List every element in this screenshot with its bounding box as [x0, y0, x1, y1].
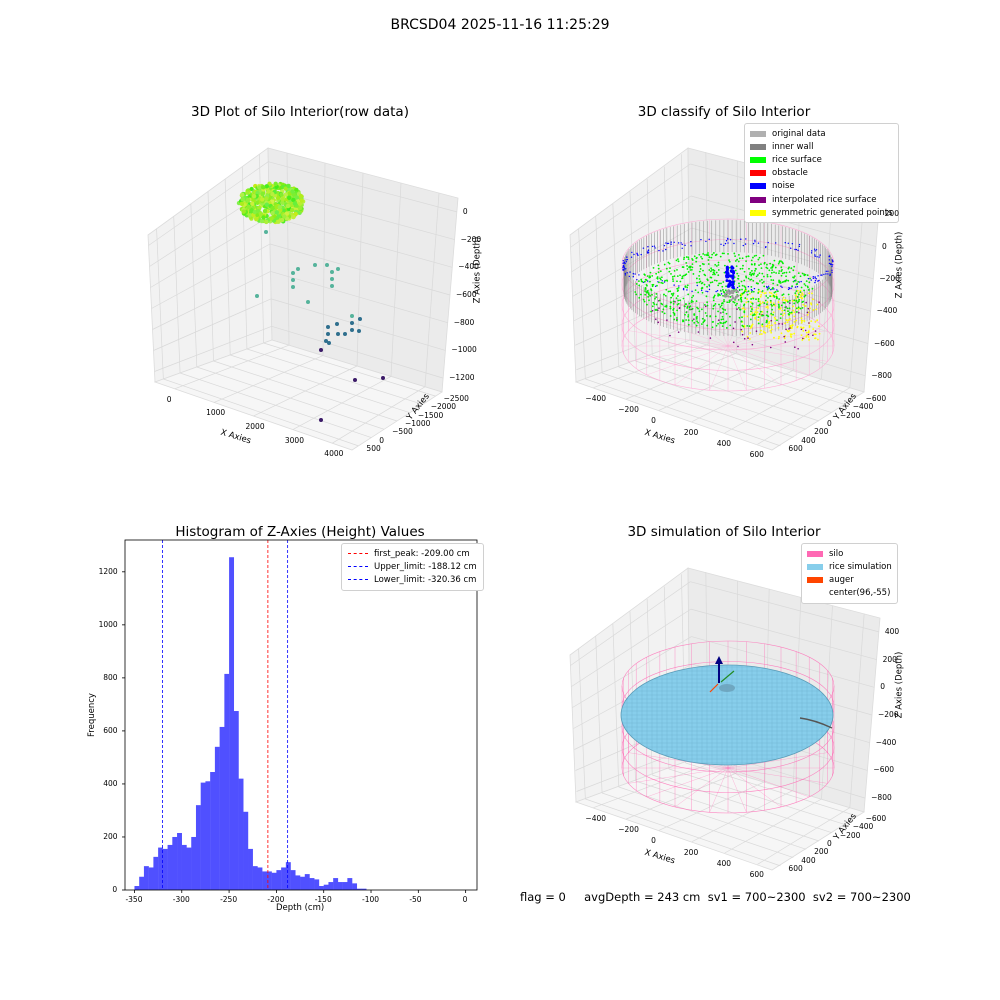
histogram-y-tick: 1000: [99, 620, 118, 629]
raw-y-tick: −500: [392, 427, 413, 436]
sim-z-tick: 400: [885, 627, 899, 636]
rice-simulation-surface: [621, 665, 833, 765]
histogram-x-tick: -250: [220, 895, 237, 904]
sim-legend-entry: center(96,-55): [807, 587, 892, 600]
histogram-x-tick: -200: [267, 895, 284, 904]
cls-x-tick: 200: [684, 428, 698, 437]
cls-y-tick: 600: [788, 444, 802, 453]
raw-x-tick: 1000: [206, 408, 225, 417]
cls-x-tick: 600: [750, 450, 764, 459]
raw-y-tick: 500: [366, 444, 380, 453]
legend-label: auger: [829, 575, 854, 585]
sim-z-tick: −600: [873, 765, 894, 774]
histogram-y-tick: 0: [112, 885, 117, 894]
histogram-x-tick: -50: [409, 895, 421, 904]
histogram-y-tick: 400: [103, 779, 117, 788]
cls-y-tick: −600: [866, 394, 887, 403]
histogram-x-tick: -300: [173, 895, 190, 904]
sim-x-tick: 400: [717, 859, 731, 868]
cls-y-tick: −400: [853, 402, 874, 411]
legend-label: rice simulation: [829, 562, 892, 572]
raw-y-tick: −2500: [444, 394, 469, 403]
legend-label: center(96,-55): [829, 588, 890, 598]
raw-z-tick: −1200: [449, 373, 474, 382]
legend-swatch: [807, 590, 823, 596]
sim-x-tick: 0: [651, 836, 656, 845]
histogram-x-tick: -350: [125, 895, 142, 904]
sim-x-tick: 600: [750, 870, 764, 879]
raw-x-tick: 0: [167, 395, 172, 404]
sim-z-tick: 200: [883, 655, 897, 664]
raw-x-tick: 4000: [324, 449, 343, 458]
cls-y-tick: 200: [814, 427, 828, 436]
sim-y-tick: −600: [866, 814, 887, 823]
legend-swatch: [807, 551, 823, 557]
sim-legend-entry: auger: [807, 573, 892, 586]
sim-x-tick: −400: [585, 814, 606, 823]
legend-swatch: [807, 564, 823, 570]
histogram-x-tick: -100: [362, 895, 379, 904]
sim-z-tick: −200: [878, 710, 899, 719]
status-footer: flag = 0 avgDepth = 243 cm sv1 = 700~230…: [520, 890, 911, 904]
cls-z-tick: −400: [877, 306, 898, 315]
sim-y-tick: 0: [827, 839, 832, 848]
sim-y-tick: −400: [853, 822, 874, 831]
histogram-y-tick: 800: [103, 673, 117, 682]
raw-z-tick: 0: [463, 207, 468, 216]
cls-x-tick: −400: [585, 394, 606, 403]
raw-z-tick: −1000: [451, 345, 476, 354]
cls-x-tick: −200: [618, 405, 639, 414]
raw-z-tick: −400: [458, 262, 479, 271]
raw-x-tick: 3000: [285, 436, 304, 445]
histogram-x-tick: 0: [463, 895, 468, 904]
histogram-y-tick: 600: [103, 726, 117, 735]
cls-y-tick: −200: [840, 411, 861, 420]
raw-y-tick: −1000: [405, 419, 430, 428]
sim-x-tick: −200: [618, 825, 639, 834]
raw-z-tick: −600: [456, 290, 477, 299]
sim-z-tick: −800: [871, 793, 892, 802]
sim-z-tick: −400: [876, 738, 897, 747]
raw-y-tick: 0: [379, 436, 384, 445]
sim-y-tick: 200: [814, 847, 828, 856]
cls-y-tick: 400: [801, 436, 815, 445]
cls-z-tick: 200: [885, 209, 899, 218]
cls-x-tick: 0: [651, 416, 656, 425]
sim-y-tick: −200: [840, 831, 861, 840]
sim-legend-entry: rice simulation: [807, 560, 892, 573]
sim-x-tick: 200: [684, 848, 698, 857]
sim-y-tick: 600: [788, 864, 802, 873]
histogram-y-tick: 1200: [99, 567, 118, 576]
raw-x-tick: 2000: [246, 422, 265, 431]
legend-swatch: [807, 577, 823, 583]
sim-z-tick: 0: [880, 682, 885, 691]
sim-legend-entry: silo: [807, 547, 892, 560]
raw-z-tick: −200: [461, 235, 482, 244]
cls-z-tick: −600: [874, 339, 895, 348]
cls-z-tick: −800: [871, 371, 892, 380]
simulation-legend: silo rice simulation auger center(96,-55): [801, 543, 898, 604]
cls-x-tick: 400: [717, 439, 731, 448]
cls-z-tick: −200: [879, 274, 900, 283]
raw-z-tick: −800: [454, 318, 475, 327]
histogram-x-tick: -150: [315, 895, 332, 904]
raw-y-tick: −2000: [431, 402, 456, 411]
cls-z-tick: 0: [882, 242, 887, 251]
sim-y-tick: 400: [801, 856, 815, 865]
cls-y-tick: 0: [827, 419, 832, 428]
raw-y-tick: −1500: [418, 411, 443, 420]
legend-label: silo: [829, 549, 843, 559]
histogram-y-tick: 200: [103, 832, 117, 841]
